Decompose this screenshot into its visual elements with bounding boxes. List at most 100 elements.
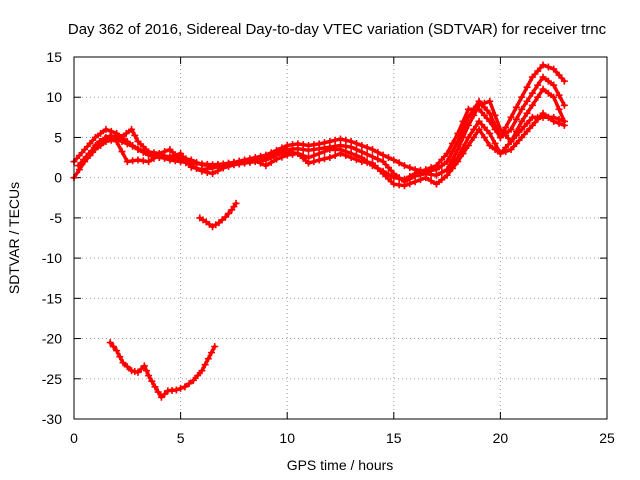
data-point xyxy=(539,73,547,81)
data-point xyxy=(273,155,281,163)
y-tick-label: -20 xyxy=(42,331,62,347)
data-point xyxy=(400,162,408,170)
data-point xyxy=(134,368,142,376)
data-point xyxy=(166,153,174,161)
data-point xyxy=(117,133,125,141)
data-point xyxy=(523,127,531,135)
data-point xyxy=(448,156,456,164)
data-point xyxy=(123,158,131,166)
data-point xyxy=(85,150,93,158)
data-point xyxy=(512,103,520,111)
data-point xyxy=(113,347,121,355)
data-point xyxy=(230,160,238,168)
data-point xyxy=(518,133,526,141)
data-point xyxy=(358,141,366,149)
data-point xyxy=(528,101,536,109)
data-point xyxy=(182,156,190,164)
data-point xyxy=(507,113,515,121)
data-point xyxy=(203,165,211,173)
data-point xyxy=(211,343,219,351)
data-point xyxy=(177,384,185,392)
data-point xyxy=(137,365,145,373)
data-point xyxy=(131,131,139,139)
data-point xyxy=(352,139,360,147)
data-point xyxy=(523,119,531,127)
data-point xyxy=(486,109,494,117)
data-point xyxy=(550,113,558,121)
data-point xyxy=(555,91,563,99)
x-tick-label: 10 xyxy=(279,430,295,446)
y-tick-label: -25 xyxy=(42,371,62,387)
data-point xyxy=(395,174,403,182)
data-point xyxy=(113,137,121,145)
data-point xyxy=(544,63,552,71)
data-point xyxy=(454,158,462,166)
data-point xyxy=(512,139,520,147)
data-point xyxy=(235,159,243,167)
data-point xyxy=(470,133,478,141)
data-point xyxy=(374,164,382,172)
y-axis-label: SDTVAR / TECUs xyxy=(6,182,22,294)
data-point xyxy=(448,164,456,172)
data-point xyxy=(475,125,483,133)
data-point xyxy=(142,367,150,375)
data-point xyxy=(550,81,558,89)
data-point xyxy=(161,152,169,160)
data-point xyxy=(122,129,130,137)
data-point xyxy=(363,150,371,158)
data-point xyxy=(134,145,142,153)
data-point xyxy=(289,150,297,158)
y-tick-label: -30 xyxy=(42,411,62,427)
data-point xyxy=(464,141,472,149)
data-point xyxy=(443,166,451,174)
data-point xyxy=(310,152,318,160)
data-point xyxy=(251,157,259,165)
chart-title: Day 362 of 2016, Sidereal Day-to-day VTE… xyxy=(68,21,607,38)
data-point xyxy=(523,97,531,105)
data-point xyxy=(496,150,504,158)
data-point xyxy=(368,146,376,154)
y-tick-label: 0 xyxy=(54,170,62,186)
grid-lines xyxy=(74,57,607,419)
series-line xyxy=(93,75,567,182)
series-track-e xyxy=(443,97,568,174)
data-point xyxy=(189,376,197,384)
data-point xyxy=(534,81,542,89)
data-point xyxy=(491,111,499,119)
data-point xyxy=(201,361,209,369)
data-point xyxy=(342,148,350,156)
data-point xyxy=(496,133,504,141)
data-point xyxy=(512,131,520,139)
data-point xyxy=(443,150,451,158)
data-point xyxy=(379,151,387,159)
data-point xyxy=(171,151,179,159)
data-point xyxy=(475,117,483,125)
data-point xyxy=(518,125,526,133)
data-point xyxy=(219,162,227,170)
data-point xyxy=(438,168,446,176)
data-point xyxy=(342,136,350,144)
data-point xyxy=(139,143,147,151)
data-point xyxy=(148,377,156,385)
data-point xyxy=(337,146,344,154)
data-point xyxy=(528,73,536,81)
data-point xyxy=(198,367,206,375)
data-point xyxy=(454,146,462,154)
data-point xyxy=(151,383,159,391)
data-point xyxy=(166,146,174,154)
data-point xyxy=(118,148,126,156)
data-point xyxy=(379,167,387,175)
data-point xyxy=(555,71,563,79)
data-point xyxy=(491,139,499,147)
data-point xyxy=(528,89,536,97)
data-point xyxy=(507,125,515,133)
data-point xyxy=(107,135,115,143)
data-point xyxy=(459,133,467,141)
data-point xyxy=(384,154,392,162)
data-point xyxy=(181,383,189,391)
data-point xyxy=(75,152,83,160)
data-point xyxy=(363,144,371,151)
data-point xyxy=(454,129,462,137)
data-point xyxy=(112,133,120,141)
data-point xyxy=(363,158,371,166)
